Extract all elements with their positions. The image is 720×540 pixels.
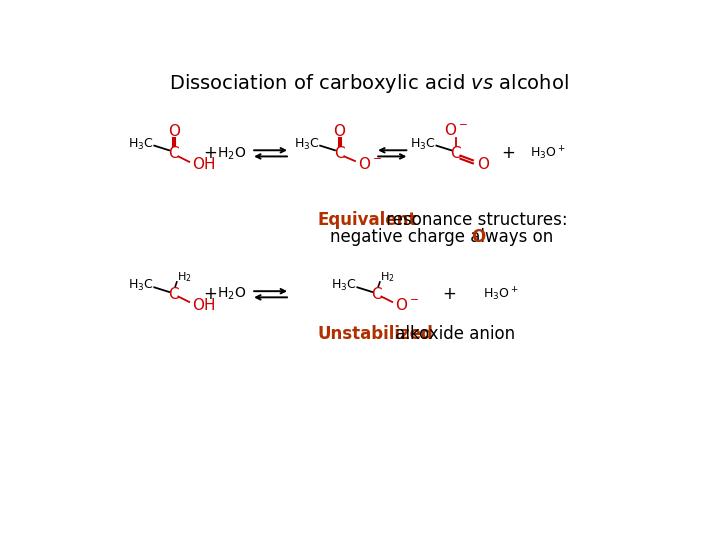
Text: H$_2$O: H$_2$O: [217, 145, 246, 161]
Text: Equivalent: Equivalent: [318, 211, 417, 230]
Text: +: +: [502, 144, 516, 163]
Text: OH: OH: [192, 298, 216, 313]
Text: +: +: [203, 144, 217, 163]
Text: C: C: [372, 287, 382, 302]
Text: O: O: [333, 124, 346, 139]
Text: H$_2$: H$_2$: [177, 271, 192, 284]
Text: O$^-$: O$^-$: [358, 156, 382, 172]
Text: Unstabilized: Unstabilized: [318, 325, 433, 343]
Text: H$_3$C: H$_3$C: [331, 278, 356, 293]
Text: C: C: [334, 146, 345, 161]
Text: O$^-$: O$^-$: [395, 297, 419, 313]
Text: C: C: [168, 287, 179, 302]
Text: O: O: [168, 124, 180, 139]
Text: alkoxide anion: alkoxide anion: [390, 325, 515, 343]
Text: H$_2$: H$_2$: [380, 271, 395, 284]
Text: +: +: [443, 285, 456, 303]
Text: OH: OH: [192, 157, 216, 172]
Text: resonance structures:: resonance structures:: [382, 211, 568, 230]
Text: H$_2$O: H$_2$O: [217, 286, 246, 302]
Text: C: C: [168, 146, 179, 161]
Text: H$_3$O$^+$: H$_3$O$^+$: [529, 145, 565, 162]
Text: C: C: [451, 146, 461, 161]
Text: H$_3$O$^+$: H$_3$O$^+$: [483, 286, 518, 303]
Text: O$^-$: O$^-$: [444, 122, 468, 138]
Text: H$_3$C: H$_3$C: [128, 137, 153, 152]
Text: +: +: [203, 285, 217, 303]
Text: H$_3$C: H$_3$C: [128, 278, 153, 293]
Text: H$_3$C: H$_3$C: [410, 137, 436, 152]
Text: O: O: [477, 157, 490, 172]
Text: O: O: [472, 228, 485, 246]
Text: negative charge always on: negative charge always on: [330, 228, 559, 246]
Text: H$_3$C: H$_3$C: [294, 137, 320, 152]
Text: Dissociation of carboxylic acid $\it{vs}$ alcohol: Dissociation of carboxylic acid $\it{vs}…: [169, 72, 569, 95]
